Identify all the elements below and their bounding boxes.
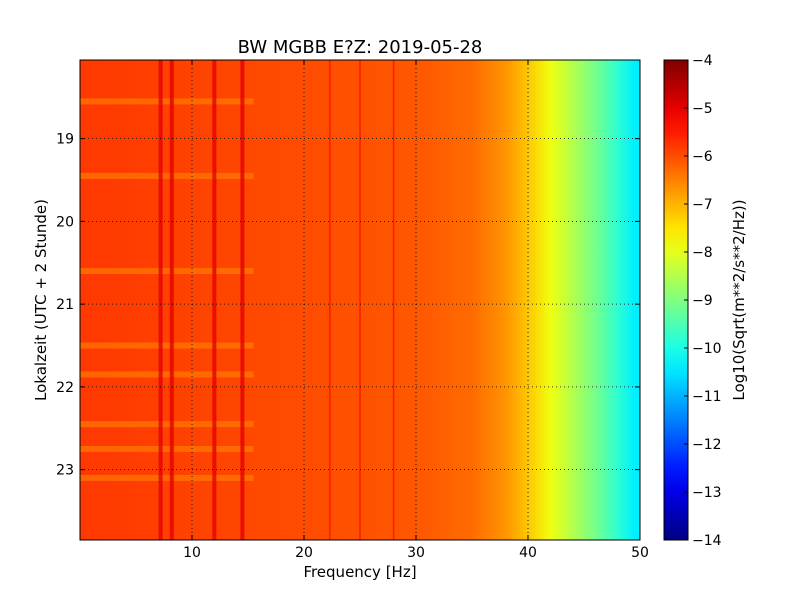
colorbar-tick-label: −6 (692, 149, 713, 165)
time-gap-band (80, 421, 254, 428)
colorbar-tick-label: −8 (692, 245, 713, 261)
y-tick-label: 22 (56, 380, 74, 396)
narrowband-line (158, 60, 163, 540)
x-tick-label: 40 (519, 545, 537, 561)
colorbar-tick-label: −9 (692, 293, 713, 309)
colorbar-tick-label: −11 (692, 389, 722, 405)
time-gap-band (80, 98, 254, 105)
x-tick-label: 10 (183, 545, 201, 561)
y-axis-ticks: 19 20 21 22 23 (56, 132, 640, 479)
colorbar-tick-label: −4 (692, 53, 713, 69)
heatmap-plot (80, 60, 640, 540)
x-axis-label: Frequency [Hz] (303, 563, 416, 581)
colorbar-ticks: −4 −5 −6 −7 −8 −9 −10 −11 −12 −13 −14 (684, 53, 722, 549)
colorbar-tick-label: −5 (692, 101, 713, 117)
grid-lines (80, 60, 640, 540)
y-tick-label: 20 (56, 214, 74, 230)
narrowband-line (169, 60, 174, 540)
x-axis-ticks: 10 20 30 40 50 (183, 60, 649, 561)
y-tick-label: 19 (56, 132, 74, 148)
colorbar-tick-label: −7 (692, 197, 713, 213)
narrowband-line (329, 60, 331, 540)
narrowband-line (392, 60, 395, 540)
colorbar-tick-label: −10 (692, 341, 722, 357)
narrowband-line (240, 60, 245, 540)
y-tick-label: 23 (56, 463, 74, 479)
colorbar-tick-label: −14 (692, 533, 722, 549)
time-gap-band (80, 371, 254, 378)
colorbar-label: Log10(Sqrt(m**2/s**2/Hz)) (730, 199, 748, 400)
y-tick-label: 21 (56, 297, 74, 313)
narrowband-lines (158, 60, 395, 540)
narrowband-line (212, 60, 217, 540)
y-axis-label: Lokalzeit (UTC + 2 Stunde) (32, 199, 50, 401)
chart-title: BW MGBB E?Z: 2019-05-28 (238, 37, 483, 58)
x-tick-label: 30 (407, 545, 425, 561)
time-gap-band (80, 446, 254, 452)
narrowband-line (359, 60, 361, 540)
colorbar-tick-label: −13 (692, 485, 722, 501)
time-gap-band (80, 268, 254, 274)
x-tick-label: 20 (295, 545, 313, 561)
time-gap-band (80, 172, 254, 179)
time-gap-band (80, 342, 254, 349)
plot-frame (79, 59, 641, 541)
colorbar-tick-label: −12 (692, 437, 722, 453)
time-gap-band (80, 474, 254, 481)
time-gap-bands (80, 98, 254, 481)
x-tick-label: 50 (631, 545, 649, 561)
